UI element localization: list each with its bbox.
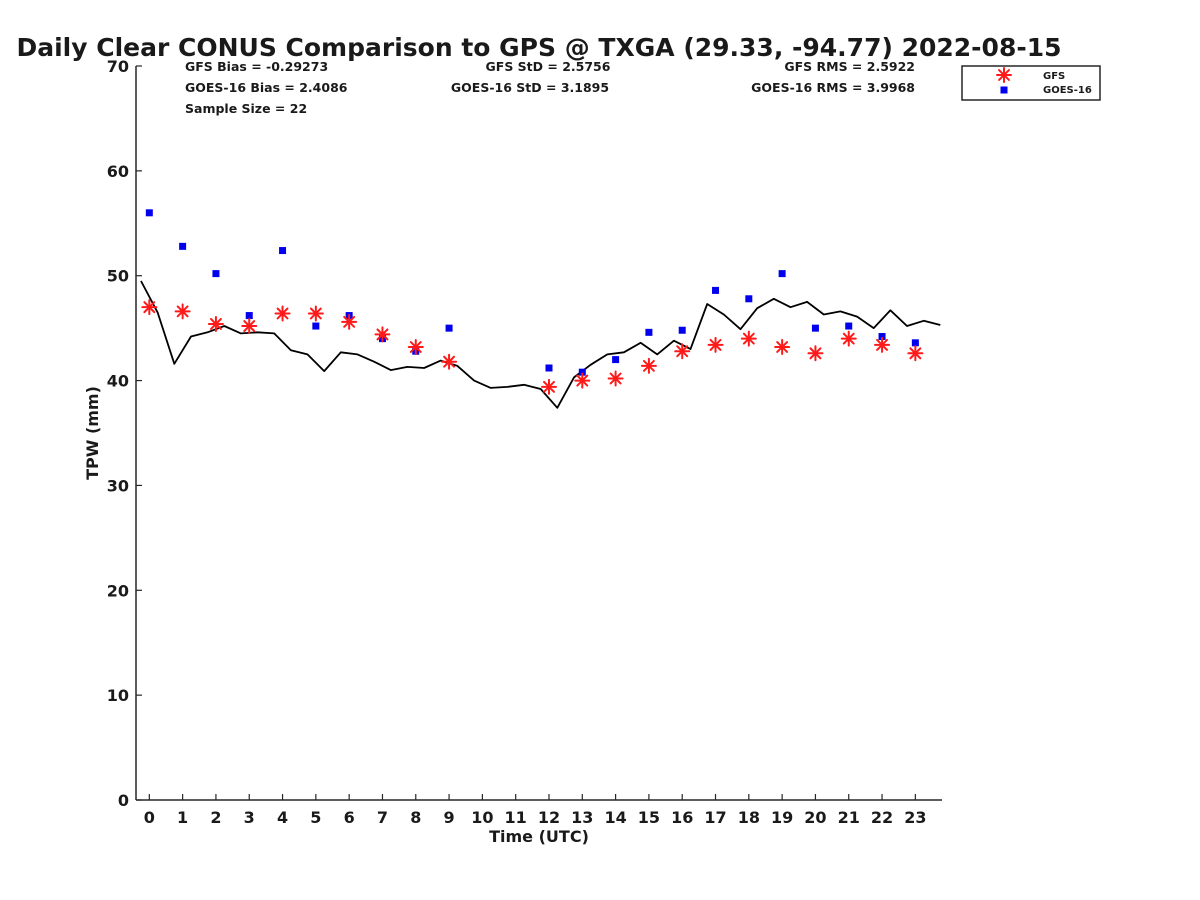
gfs-point [574,372,591,389]
y-axis-label: TPW (mm) [83,386,102,480]
stat-goes-rms: GOES-16 RMS = 3.9968 [751,80,915,95]
x-tick-label: 20 [804,808,826,827]
x-tick-label: 3 [244,808,255,827]
gfs-point [674,343,691,360]
x-tick-label: 12 [538,808,560,827]
y-ticks: 0 10 20 30 40 50 60 70 [107,57,142,810]
goes-16-point [212,270,220,278]
y-tick-label: 70 [107,57,129,76]
gfs-point [407,339,424,356]
x-tick-label: 7 [377,808,388,827]
x-tick-label: 4 [277,808,288,827]
gfs-point [807,345,824,362]
legend-gfs-label: GFS [1043,71,1065,82]
x-tick-label: 16 [671,808,693,827]
x-tick-label: 0 [144,808,155,827]
x-tick-label: 21 [838,808,860,827]
x-tick-label: 18 [738,808,760,827]
x-tick-label: 2 [210,808,221,827]
gfs-point [141,299,158,316]
goes-16-point [745,295,753,303]
y-tick-label: 30 [107,476,129,495]
goes-16-point [911,339,919,347]
goes-16-point [878,333,886,341]
legend-gfs-asterisk [996,67,1012,83]
gfs-point [441,353,458,370]
goes-16-point [445,324,453,332]
goes-16-point [811,324,819,332]
legend: GFS GOES-16 [961,65,1101,101]
x-tick-label: 23 [904,808,926,827]
gfs-point [374,326,391,343]
gfs-point [840,330,857,347]
gfs-point [740,330,757,347]
x-tick-label: 6 [344,808,355,827]
x-tick-label: 9 [444,808,455,827]
goes-16-point [778,270,786,278]
goes-16-point [245,312,253,320]
gfs-point [241,318,258,335]
goes-16-point [612,356,620,364]
y-tick-label: 0 [118,791,129,810]
x-tick-label: 22 [871,808,893,827]
gfs-point [874,336,891,353]
legend-gfs-marker [996,67,1012,83]
gfs-point [540,378,557,395]
x-tick-label: 11 [505,808,527,827]
x-tick-label: 17 [704,808,726,827]
x-tick-label: 8 [410,808,421,827]
goes-16-point [578,368,586,376]
x-tick-label: 13 [571,808,593,827]
gfs-point [307,305,324,322]
x-tick-label: 19 [771,808,793,827]
legend-goes-marker [1000,86,1008,94]
series-layer [140,209,941,409]
x-ticks: 0 1 2 3 4 5 6 7 8 9 10 11 12 13 14 15 16 17 18 19 20 21 22 23 [144,794,926,827]
goes-16-point [545,364,553,372]
x-tick-label: 1 [177,808,188,827]
x-tick-label: 10 [471,808,493,827]
gfs-point [607,370,624,387]
gfs-point [907,345,924,362]
goes-16-point [179,242,187,250]
gfs-point [274,305,291,322]
y-tick-label: 60 [107,162,129,181]
y-tick-label: 20 [107,581,129,600]
x-tick-label: 14 [604,808,626,827]
goes-16-point [645,328,653,336]
stat-sample-size: Sample Size = 22 [185,101,307,116]
gfs-point [207,315,224,332]
gfs-point [174,303,191,320]
chart-title: Daily Clear CONUS Comparison to GPS @ TX… [16,33,1061,62]
gfs-point [341,313,358,330]
goes-16-point [312,322,320,330]
gfs-point [707,336,724,353]
goes-16-point [145,209,153,217]
gfs-point [774,339,791,356]
legend-goes-square [1000,86,1008,94]
stat-gfs-bias: GFS Bias = -0.29273 [185,59,328,74]
y-tick-label: 40 [107,372,129,391]
x-axis-label: Time (UTC) [489,827,589,846]
gfs-point [640,357,657,374]
goes-16-point [678,326,686,334]
stat-goes-std: GOES-16 StD = 3.1895 [451,80,609,95]
gps-line [140,280,941,409]
stat-gfs-std: GFS StD = 2.5756 [486,59,611,74]
y-tick-label: 50 [107,267,129,286]
stats-block: GFS Bias = -0.29273 GOES-16 Bias = 2.408… [185,59,915,116]
y-tick-label: 10 [107,686,129,705]
goes-16-point [279,247,287,255]
stat-goes-bias: GOES-16 Bias = 2.4086 [185,80,348,95]
x-tick-label: 5 [310,808,321,827]
legend-box [961,65,1101,101]
goes-16-point [845,322,853,330]
x-tick-label: 15 [638,808,660,827]
stat-gfs-rms: GFS RMS = 2.5922 [784,59,915,74]
goes-16-point [712,286,720,294]
legend-goes-label: GOES-16 [1043,85,1092,96]
